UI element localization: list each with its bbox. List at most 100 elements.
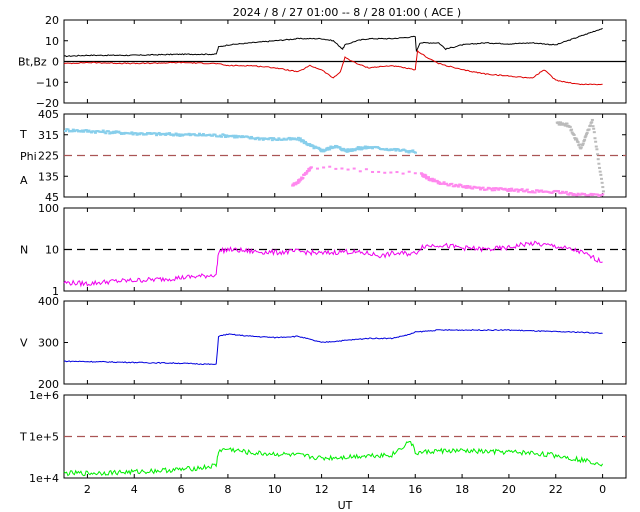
data-point: [456, 185, 460, 188]
data-point: [592, 131, 596, 134]
data-point: [92, 130, 96, 133]
data-point: [430, 179, 434, 182]
data-point: [213, 133, 217, 136]
data-point: [200, 134, 204, 137]
data-point: [250, 135, 254, 138]
x-tick-label: 12: [315, 483, 329, 496]
data-point: [173, 133, 177, 136]
data-point: [503, 187, 507, 190]
data-point: [174, 132, 178, 135]
data-point: [276, 139, 280, 142]
data-point: [333, 146, 337, 149]
data-point: [231, 134, 235, 137]
data-point: [290, 137, 294, 140]
data-point: [570, 128, 574, 131]
data-point: [235, 136, 239, 139]
data-point: [248, 137, 252, 140]
data-point: [110, 132, 114, 135]
data-point: [588, 124, 592, 127]
data-point: [531, 190, 535, 193]
data-point: [595, 148, 599, 151]
panel-label: A: [20, 174, 28, 187]
data-point: [467, 186, 471, 189]
panel-velocity: 400 300 200 V: [20, 295, 627, 391]
data-point: [564, 190, 568, 193]
data-point: [84, 129, 88, 132]
data-point: [471, 187, 475, 190]
x-tick-label: 10: [268, 483, 282, 496]
data-point: [377, 146, 381, 149]
data-point: [234, 134, 238, 137]
data-point: [179, 133, 183, 136]
data-point: [468, 185, 472, 188]
data-point: [309, 166, 313, 169]
data-point: [596, 193, 600, 196]
data-point: [533, 191, 537, 194]
data-point: [80, 129, 84, 132]
data-point: [304, 172, 308, 175]
data-point: [106, 130, 110, 133]
data-point: [101, 129, 105, 132]
y-tick-label: 1: [52, 285, 59, 298]
data-point: [576, 141, 580, 144]
data-point: [385, 147, 389, 150]
data-point: [177, 133, 181, 136]
data-point: [346, 168, 350, 171]
panel-temperature-phi: 405 315 225 135 45 T Phi A: [19, 108, 627, 204]
data-point: [567, 193, 571, 196]
data-point: [168, 132, 172, 135]
data-point: [492, 187, 496, 190]
data-point: [129, 132, 133, 135]
y-tick-label: 45: [45, 191, 59, 204]
data-point: [579, 146, 583, 149]
data-point: [140, 132, 144, 135]
x-tick-label: 18: [455, 483, 469, 496]
data-point: [581, 144, 585, 147]
data-point: [598, 166, 602, 169]
data-point: [64, 130, 67, 133]
y-tick-label: 1e+6: [29, 389, 59, 402]
data-point: [196, 134, 200, 137]
data-point: [489, 187, 493, 190]
data-point: [318, 147, 322, 150]
y-tick-label: 300: [38, 337, 59, 350]
data-point: [593, 137, 597, 140]
data-point: [410, 150, 414, 153]
data-point: [401, 172, 405, 175]
data-point: [407, 151, 411, 154]
data-point: [559, 121, 563, 124]
y-tick-label: 315: [38, 129, 59, 142]
panel-magnetic-field: 20 10 0 −10 −20 Bt,Bz: [18, 14, 627, 110]
data-point: [334, 167, 338, 170]
data-point: [438, 181, 442, 184]
data-point: [239, 136, 243, 139]
data-point: [153, 132, 157, 135]
data-point: [272, 137, 276, 140]
data-point: [426, 176, 430, 179]
series-bt-line: [63, 27, 603, 58]
data-point: [512, 189, 516, 192]
data-point: [413, 172, 417, 175]
data-point: [297, 180, 301, 183]
y-tick-label: 10: [45, 35, 59, 48]
data-point: [450, 182, 454, 185]
data-point: [594, 140, 598, 143]
data-point: [462, 186, 466, 189]
panel-density: 100 10 1 N: [20, 202, 627, 298]
data-point: [536, 189, 540, 192]
data-point: [587, 128, 591, 131]
data-point: [359, 146, 363, 149]
panel-label: Phi: [20, 150, 37, 163]
data-point: [192, 133, 196, 136]
data-point: [197, 132, 201, 135]
data-point: [211, 134, 215, 137]
data-point: [394, 149, 398, 152]
data-point: [576, 192, 580, 195]
data-point: [445, 182, 449, 185]
panel-label: Bt,Bz: [18, 56, 47, 69]
data-point: [575, 194, 579, 197]
data-point: [342, 147, 346, 150]
data-point: [600, 181, 604, 184]
data-point: [270, 139, 274, 142]
data-point: [397, 148, 401, 151]
